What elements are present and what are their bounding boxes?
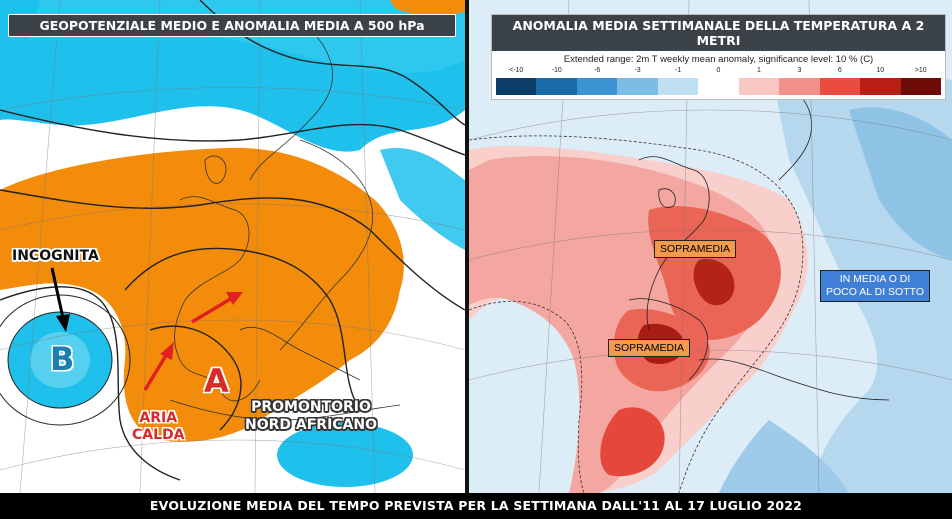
- geopotential-map-graphic: [0, 0, 465, 493]
- scale-swatch-0: [496, 78, 537, 95]
- panel-divider: [465, 0, 469, 493]
- sopramedia-label-france: SOPRAMEDIA: [654, 240, 737, 258]
- left-map-title: GEOPOTENZIALE MEDIO E ANOMALIA MEDIA A 5…: [8, 14, 456, 37]
- incognita-arrow: [50, 267, 70, 332]
- scale-label-9: 10: [876, 67, 885, 74]
- scale-swatch-9: [860, 78, 901, 95]
- coastlines: [169, 17, 401, 421]
- scale-label-0: <-10: [509, 67, 524, 74]
- cold-anomaly-south: [277, 423, 413, 487]
- aria-calda-label: ARIA CALDA: [132, 410, 185, 443]
- scale-label-8: 6: [837, 67, 842, 74]
- scale-label-2: -6: [594, 67, 601, 74]
- warm-anomaly-main: [0, 147, 404, 442]
- color-scale-bar: [496, 78, 941, 95]
- in-media-label: IN MEDIA O DI POCO AL DI SOTTO: [820, 270, 931, 302]
- scale-swatch-6: [738, 78, 780, 95]
- footer-caption: EVOLUZIONE MEDIA DEL TEMPO PREVISTA PER …: [0, 493, 952, 519]
- warm-anomaly-north: [390, 0, 465, 16]
- scale-swatch-5: [698, 78, 739, 95]
- scale-swatch-10: [900, 78, 941, 95]
- promontorio-label: PROMONTORIO NORD AFRICANO: [245, 399, 378, 433]
- scale-label-6: 1: [756, 67, 761, 74]
- scale-label-7: 3: [797, 67, 802, 74]
- geopotential-map-panel: GEOPOTENZIALE MEDIO E ANOMALIA MEDIA A 5…: [0, 0, 465, 493]
- high-pressure-label: A: [204, 362, 229, 400]
- significance-contours: [469, 135, 804, 493]
- warm-air-arrows: [143, 292, 243, 391]
- right-map-subtitle: Extended range: 2m T weekly mean anomaly…: [563, 54, 874, 65]
- scale-swatch-7: [779, 78, 820, 95]
- scale-swatch-2: [576, 78, 618, 95]
- scale-label-5: 0: [716, 67, 721, 74]
- temperature-legend-box: ANOMALIA MEDIA SETTIMANALE DELLA TEMPERA…: [491, 14, 946, 100]
- incognita-label: INCOGNITA: [12, 248, 99, 264]
- color-scale-labels: <-10 -10 -6 -3 -1 0 1 3 6 10 >10: [492, 67, 945, 78]
- sopramedia-label-iberia: SOPRAMEDIA: [608, 339, 691, 357]
- scale-swatch-8: [819, 78, 861, 95]
- low-contours: [0, 294, 131, 426]
- scale-label-4: -1: [674, 67, 682, 74]
- scale-swatch-4: [657, 78, 699, 95]
- scale-swatch-3: [617, 78, 658, 95]
- graticule: [0, 0, 465, 493]
- scale-swatch-1: [536, 78, 577, 95]
- scale-label-3: -3: [634, 67, 641, 74]
- low-pressure-label: B: [50, 340, 75, 378]
- right-map-title: ANOMALIA MEDIA SETTIMANALE DELLA TEMPERA…: [492, 15, 945, 51]
- scale-label-1: -10: [551, 67, 562, 74]
- scale-label-10: >10: [914, 67, 927, 74]
